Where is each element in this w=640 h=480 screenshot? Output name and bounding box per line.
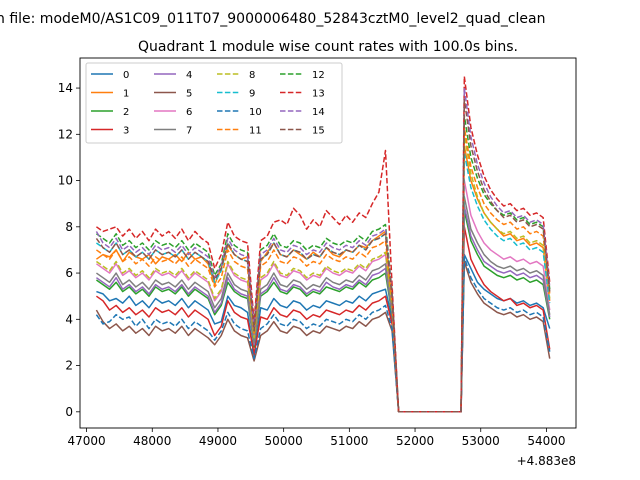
plot-area-frame bbox=[79, 57, 577, 429]
y-tick-label: 4 bbox=[65, 312, 73, 326]
legend-label-9: 9 bbox=[249, 89, 255, 100]
series-line-7 bbox=[95, 196, 551, 413]
x-tick-label: 48000 bbox=[133, 434, 171, 448]
x-tick-label: 47000 bbox=[67, 434, 105, 448]
chart-title: Quadrant 1 module wise count rates with … bbox=[138, 39, 518, 55]
series-line-14 bbox=[95, 87, 551, 413]
x-tick-label: 51000 bbox=[330, 434, 368, 448]
legend-label-8: 8 bbox=[249, 70, 255, 81]
y-tick-label: 12 bbox=[58, 127, 73, 141]
series-line-3 bbox=[95, 226, 551, 413]
legend-label-3: 3 bbox=[123, 126, 129, 137]
series-line-5 bbox=[95, 260, 551, 413]
legend-label-6: 6 bbox=[186, 107, 192, 118]
legend-label-1: 1 bbox=[123, 89, 129, 100]
series-layer bbox=[95, 75, 551, 413]
legend-box bbox=[85, 62, 343, 144]
figure-suptitle: n file: modeM0/AS1C09_011T07_9000006480_… bbox=[0, 11, 545, 27]
series-line-0 bbox=[96, 253, 551, 413]
x-tick-label: 49000 bbox=[199, 434, 237, 448]
legend-label-14: 14 bbox=[312, 107, 325, 118]
x-axis-offset-label: +4.883e8 bbox=[517, 454, 576, 468]
x-tick-label: 50000 bbox=[265, 434, 303, 448]
y-tick-label: 2 bbox=[65, 359, 73, 373]
series-line-15 bbox=[95, 98, 551, 413]
legend-label-7: 7 bbox=[186, 126, 192, 137]
series-line-4 bbox=[95, 205, 551, 413]
y-tick-label: 0 bbox=[65, 405, 73, 419]
legend-label-4: 4 bbox=[186, 70, 192, 81]
legend-label-11: 11 bbox=[249, 126, 262, 137]
x-tick-label: 54000 bbox=[527, 434, 565, 448]
x-tick-label: 52000 bbox=[396, 434, 434, 448]
y-tick-label: 8 bbox=[65, 220, 73, 234]
series-line-9 bbox=[95, 152, 551, 413]
y-tick-label: 10 bbox=[58, 174, 73, 188]
y-axis: 0 2 4 6 8 10 12 14 bbox=[58, 81, 80, 419]
legend-label-5: 5 bbox=[186, 89, 192, 100]
series-line-13 bbox=[95, 75, 551, 413]
x-tick-label: 53000 bbox=[462, 434, 500, 448]
legend-label-13: 13 bbox=[312, 89, 325, 100]
y-tick-label: 6 bbox=[65, 266, 73, 280]
series-line-2 bbox=[95, 209, 551, 413]
series-line-12 bbox=[95, 115, 551, 413]
series-line-10 bbox=[95, 256, 551, 413]
series-line-11 bbox=[95, 126, 551, 413]
legend-label-2: 2 bbox=[123, 107, 129, 118]
series-line-6 bbox=[95, 179, 551, 413]
series-line-8 bbox=[95, 133, 551, 413]
legend-label-15: 15 bbox=[312, 126, 325, 137]
legend-label-0: 0 bbox=[123, 70, 129, 81]
y-tick-label: 14 bbox=[58, 81, 73, 95]
x-axis: 47000 48000 49000 50000 51000 52000 53000 54000 bbox=[67, 428, 566, 448]
legend-label-10: 10 bbox=[249, 107, 262, 118]
legend-label-12: 12 bbox=[312, 70, 325, 81]
